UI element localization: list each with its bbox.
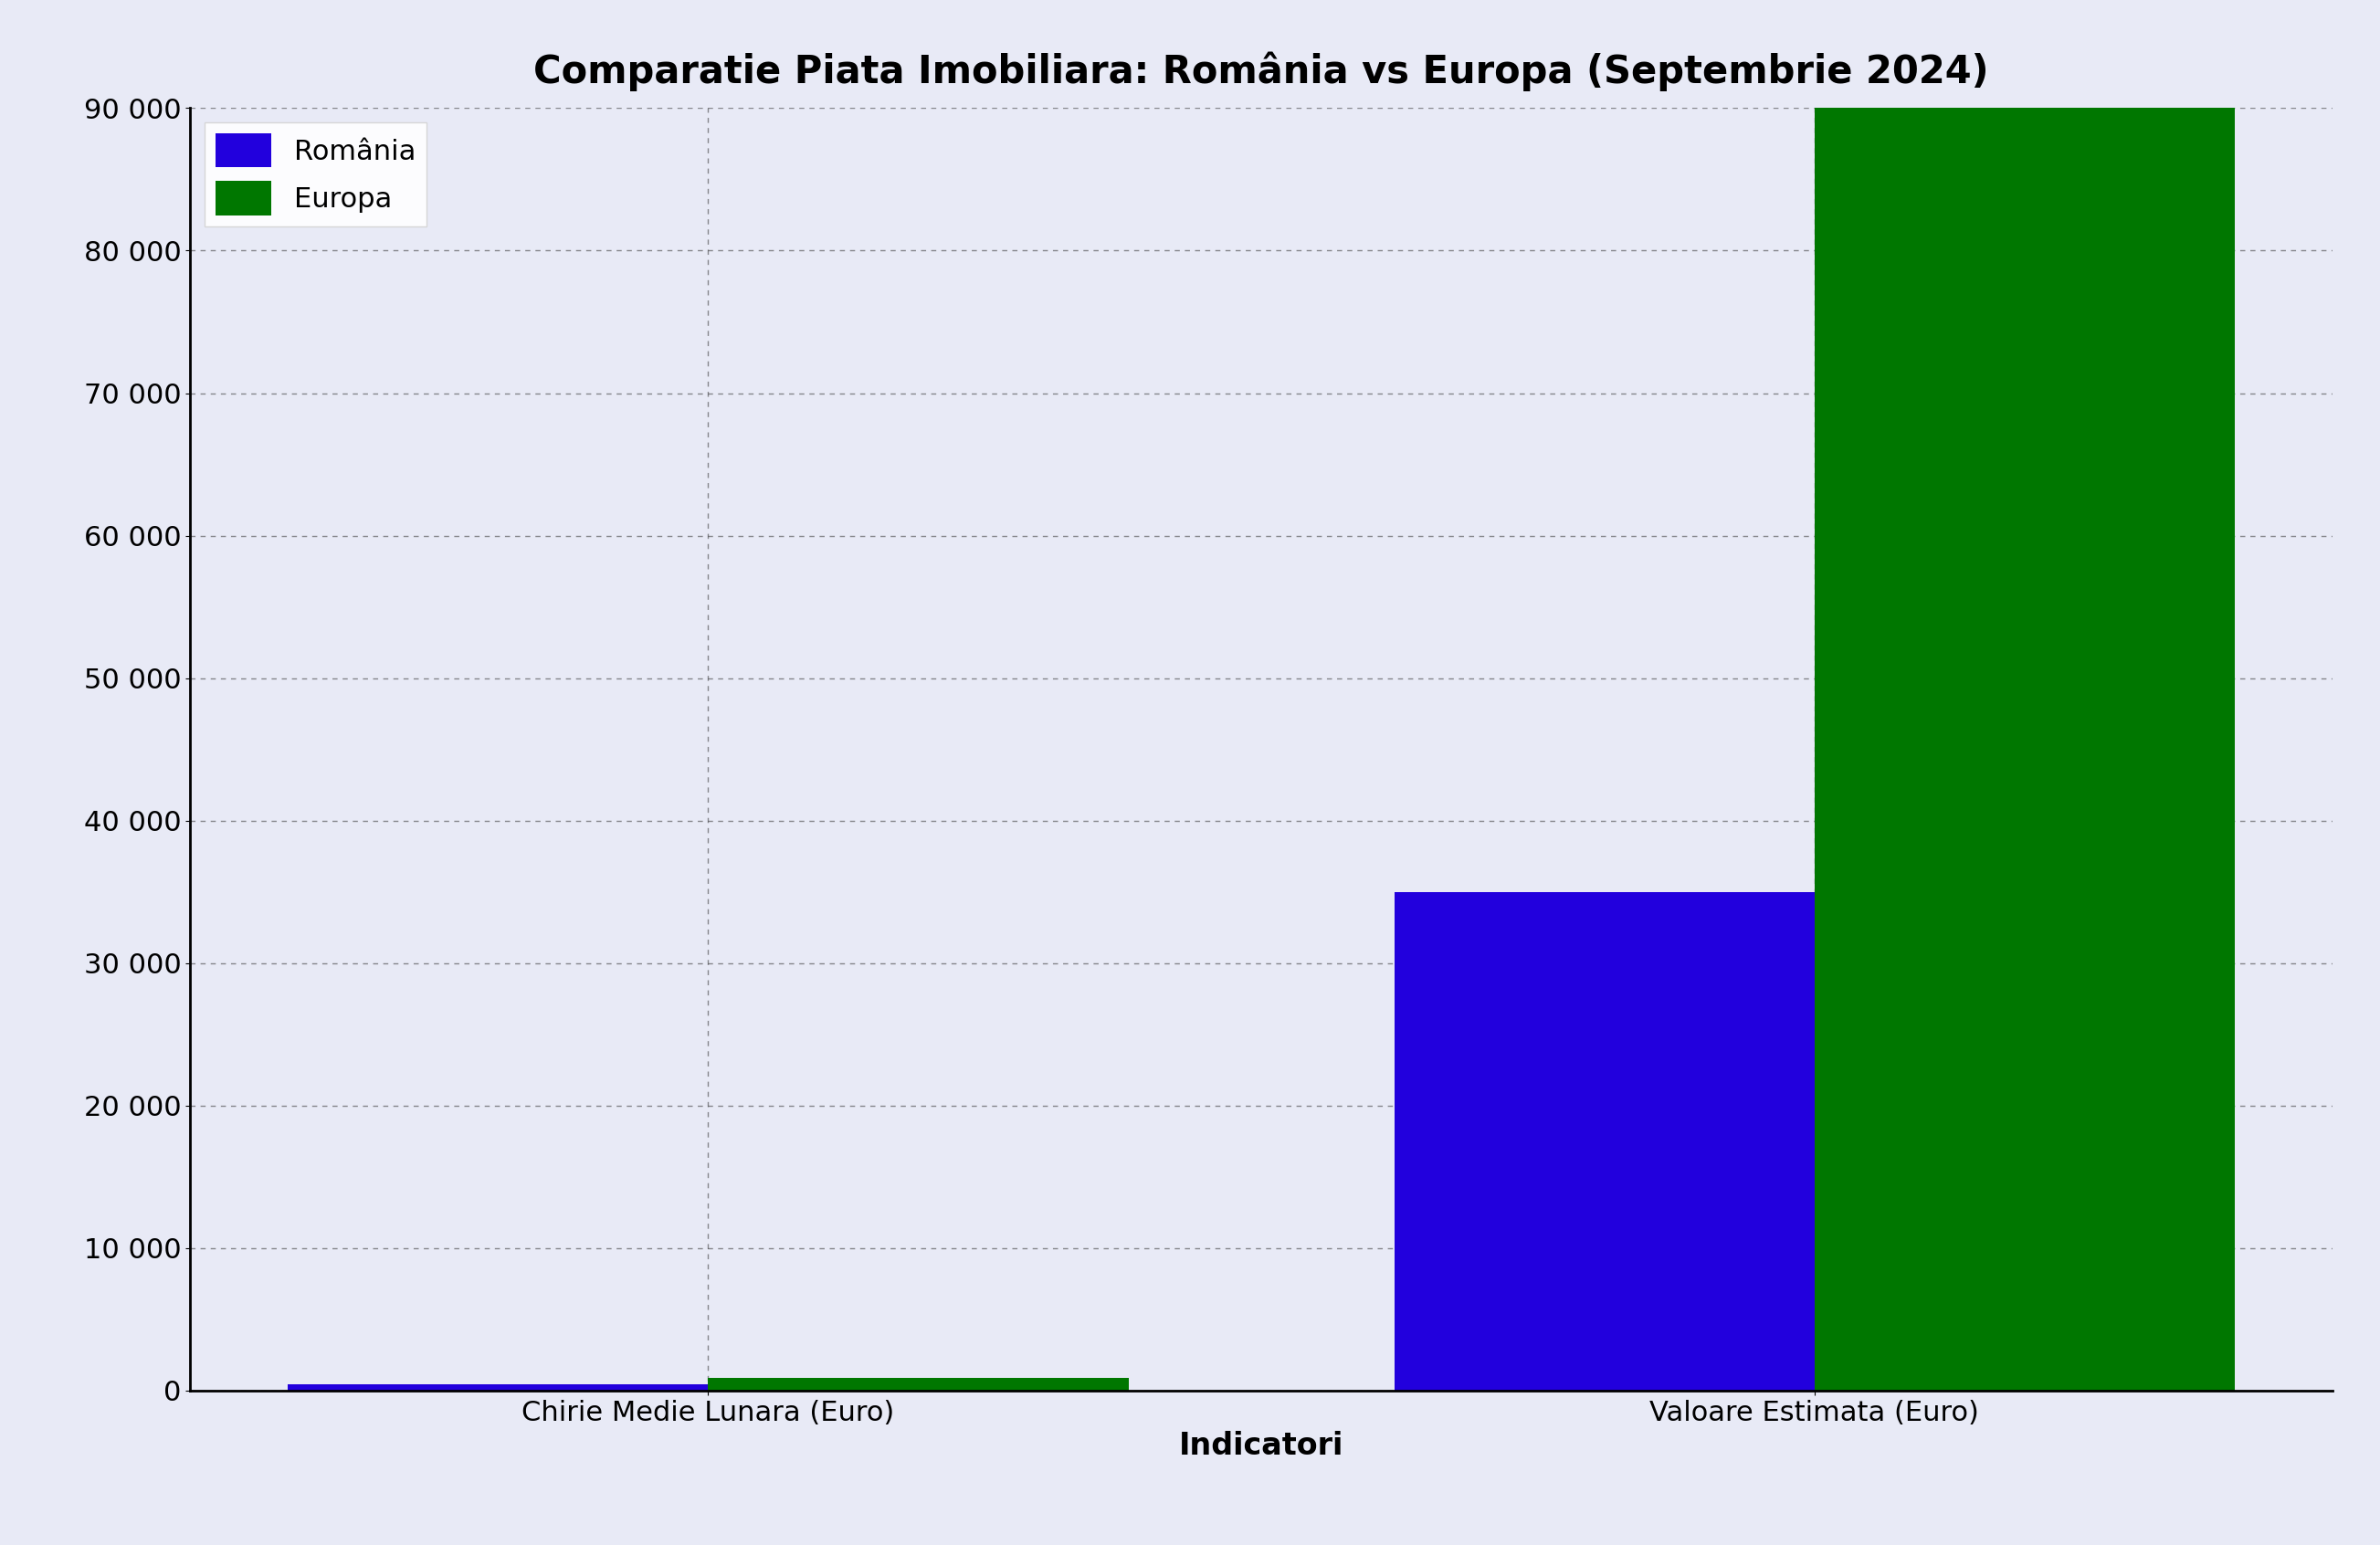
Title: Comparatie Piata Imobiliara: România vs Europa (Septembrie 2024): Comparatie Piata Imobiliara: România vs …: [533, 51, 1990, 91]
X-axis label: Indicatori: Indicatori: [1178, 1431, 1345, 1462]
Bar: [1395, 891, 1814, 1390]
Bar: [1814, 108, 2235, 1391]
Bar: [709, 1378, 1128, 1391]
Bar: [288, 1384, 709, 1390]
Legend: România, Europa: România, Europa: [205, 122, 426, 227]
